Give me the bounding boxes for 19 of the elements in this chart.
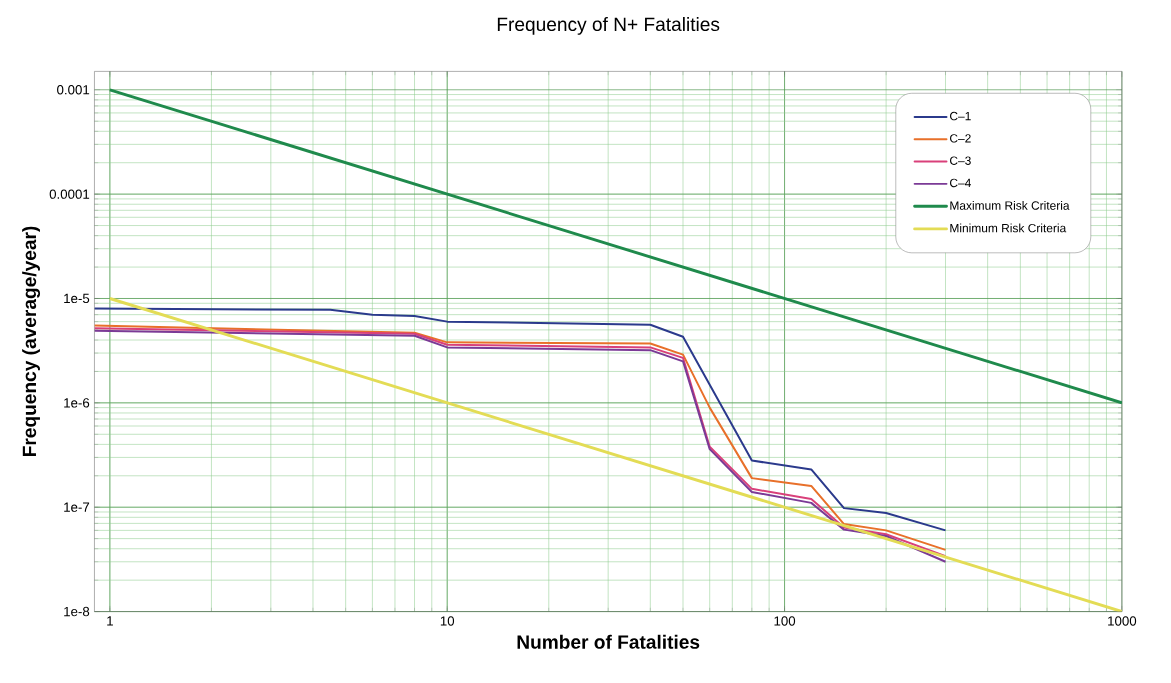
chart-title: Frequency of N+ Fatalities	[497, 16, 720, 35]
legend-label: C–2	[950, 133, 971, 143]
x-axis-title: Number of Fatalities	[517, 634, 700, 649]
legend-label: C–4	[950, 178, 971, 188]
x-tick-label: 10	[440, 616, 455, 626]
legend-label: Maximum Risk Criteria	[950, 200, 1070, 210]
y-tick-label: 0.001	[57, 84, 90, 95]
legend-label: C–1	[950, 111, 971, 121]
y-tick-label: 1e-6	[64, 398, 90, 408]
y-axis-title: Frequency (average/year)	[22, 226, 41, 456]
y-tick-label: 0.0001	[49, 189, 90, 199]
legend-label: C–3	[950, 156, 971, 165]
y-tick-label: 1e-5	[64, 293, 90, 303]
x-tick-label: 100	[774, 616, 796, 626]
y-tick-label: 1e-8	[64, 606, 90, 617]
legend-label: Minimum Risk Criteria	[950, 223, 1067, 233]
x-tick-label: 1	[107, 616, 113, 626]
x-tick-label: 1000	[1108, 616, 1137, 626]
y-tick-label: 1e-7	[64, 502, 90, 512]
